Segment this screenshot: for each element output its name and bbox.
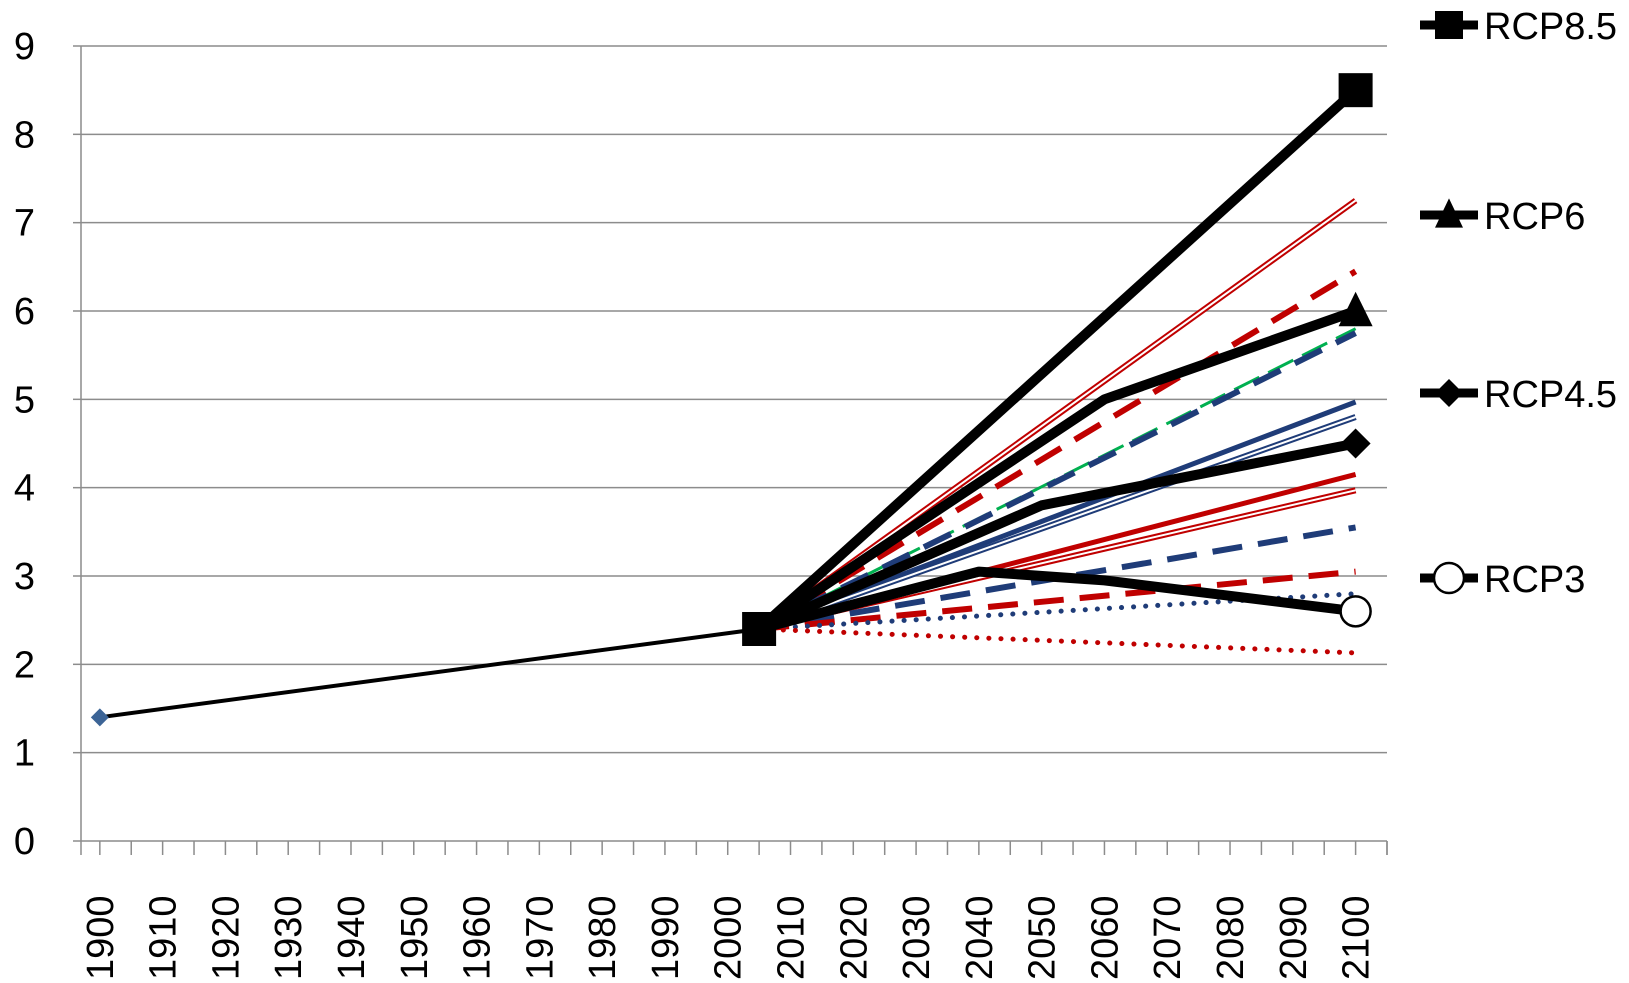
legend-marker (1435, 11, 1463, 39)
data-point-marker (1339, 595, 1372, 628)
data-point-marker (1340, 428, 1371, 459)
legend-item: RCP3 (1420, 559, 1585, 601)
x-tick-label: 2020 (833, 895, 875, 980)
x-tick-label: 2100 (1336, 895, 1378, 980)
series-line-rcp6 (756, 306, 1358, 634)
y-tick-label: 0 (14, 821, 35, 863)
y-tick-label: 7 (14, 203, 35, 245)
x-tick-label: 2050 (1022, 895, 1064, 980)
data-point-marker (742, 612, 777, 646)
x-tick-label: 2080 (1210, 895, 1252, 980)
legend-label: RCP6 (1484, 196, 1585, 238)
x-tick-label: 2070 (1147, 895, 1189, 980)
y-tick-label: 9 (14, 26, 35, 68)
y-tick-label: 8 (14, 114, 35, 156)
y-tick-label: 3 (14, 556, 35, 598)
legend-marker (1435, 198, 1463, 228)
marker-layer (90, 73, 1373, 727)
series-line-rcp8-5 (755, 86, 1359, 633)
legend-marker (1435, 379, 1463, 407)
x-tick-label: 2090 (1273, 895, 1315, 980)
y-tick-label: 5 (14, 379, 35, 421)
legend-label: RCP4.5 (1484, 374, 1617, 416)
legend-item: RCP8.5 (1420, 6, 1617, 48)
legend-layer: RCP8.5 RCP6 RCP4.5 RCP3 (1420, 6, 1617, 601)
series-line-3 (758, 327, 1357, 631)
x-tick-label: 1910 (143, 895, 185, 980)
legend-label: RCP8.5 (1484, 6, 1617, 48)
legend-marker (1432, 561, 1466, 595)
x-tick-label: 2000 (708, 895, 750, 980)
grid-layer (81, 45, 1387, 754)
series-layer (99, 86, 1359, 720)
series-line-rcp4-5 (757, 438, 1357, 634)
x-tick-label: 1960 (457, 895, 499, 980)
x-tick-label: 2030 (896, 895, 938, 980)
x-tick-label: 2060 (1084, 895, 1126, 980)
y-tick-label: 2 (14, 644, 35, 686)
x-tick-label: 1920 (205, 895, 247, 980)
axis-layer: 0 1 2 3 4 5 6 7 8 9 1900 1910 1920 1930 1940 1950 1960 19… (14, 26, 1388, 980)
series-line-2 (757, 268, 1358, 632)
series-line-0 (99, 627, 760, 720)
y-tick-label: 6 (14, 291, 35, 333)
data-point-marker (1338, 291, 1373, 327)
x-tick-label: 1930 (268, 895, 310, 980)
legend-item: RCP4.5 (1420, 374, 1617, 416)
x-tick-label: 1970 (519, 895, 561, 980)
series-line-12 (756, 626, 1359, 656)
data-point-marker (1338, 73, 1373, 108)
series-line-6 (758, 414, 1357, 632)
series-line-rcp3 (757, 566, 1357, 634)
series-line-10 (758, 568, 1356, 632)
x-tick-label: 2040 (959, 895, 1001, 980)
y-tick-label: 1 (14, 733, 35, 775)
y-tick-label: 4 (14, 468, 35, 510)
x-tick-label: 1990 (645, 895, 687, 980)
series-line-4 (757, 330, 1357, 632)
legend-label: RCP3 (1484, 559, 1585, 601)
x-tick-label: 1900 (80, 895, 122, 980)
data-point-marker (90, 708, 109, 727)
x-tick-label: 2010 (771, 895, 813, 980)
legend-item: RCP6 (1420, 196, 1585, 238)
x-tick-label: 1940 (331, 895, 373, 980)
x-tick-label: 1950 (394, 895, 436, 980)
x-tick-label: 1980 (582, 895, 624, 980)
